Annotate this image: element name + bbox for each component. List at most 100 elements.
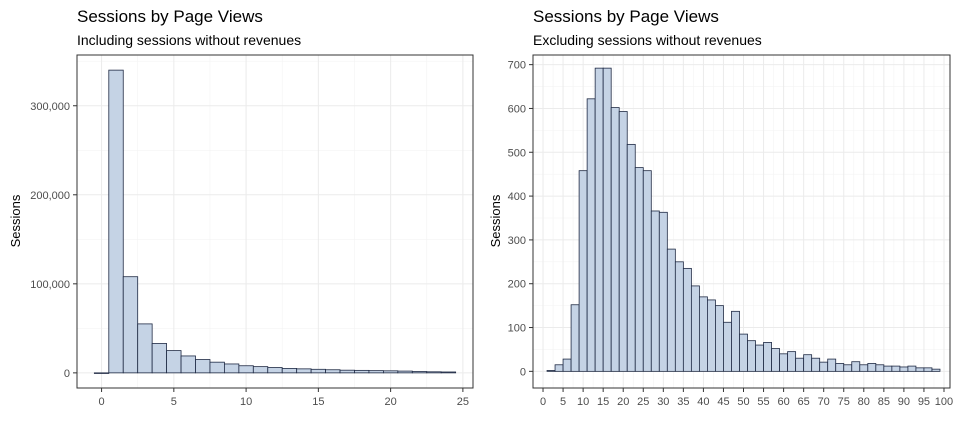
y-tick-label: 200,000 [30, 190, 70, 202]
histogram-bar [209, 361, 225, 374]
histogram-bar [771, 348, 780, 372]
histogram-bar [731, 310, 740, 372]
histogram-bar [354, 369, 370, 374]
x-tick-label: 15 [597, 396, 609, 408]
histogram-bar [238, 365, 254, 374]
histogram-bar [755, 344, 764, 372]
histogram-bar [122, 276, 139, 374]
histogram-bar [642, 170, 652, 372]
x-tick-label: 40 [697, 396, 709, 408]
histogram-bar [723, 321, 732, 372]
x-tick-label: 45 [717, 396, 729, 408]
histogram-bar [610, 107, 620, 372]
axes: 0 5 10 15 20 25 0 100,000 200,000 300,000 [30, 101, 469, 408]
histogram-bar [803, 354, 813, 372]
x-tick-label: 0 [99, 396, 105, 408]
histogram-bar [108, 69, 124, 374]
histogram-bar [843, 364, 853, 372]
histogram-bar [267, 367, 283, 374]
histogram-bar [382, 370, 399, 374]
histogram-bar [859, 364, 869, 372]
histogram-bar [923, 367, 933, 372]
histogram-bar [166, 350, 182, 374]
histogram-bar [411, 371, 428, 374]
x-tick-label: 10 [577, 396, 589, 408]
histogram-bar [281, 368, 298, 374]
chart-title: Sessions by Page Views [533, 7, 719, 26]
y-tick-label: 100,000 [30, 279, 70, 291]
x-tick-label: 55 [757, 396, 769, 408]
x-tick-label: 70 [818, 396, 830, 408]
x-tick-label: 25 [457, 396, 469, 408]
x-tick-label: 25 [637, 396, 649, 408]
histogram-bar [883, 365, 893, 372]
chart-excluding-sessions: Sessions by Page Views Excluding session… [488, 7, 953, 408]
histogram-bar [666, 248, 676, 372]
x-tick-label: 85 [878, 396, 890, 408]
y-tick-label: 300,000 [30, 101, 70, 113]
histogram-bar [195, 359, 211, 374]
histogram-bar [795, 357, 805, 372]
chart-subtitle: Including sessions without revenues [77, 32, 301, 48]
histogram-bar [602, 67, 612, 372]
histogram-bar [811, 357, 821, 372]
y-tick-label: 500 [508, 147, 526, 159]
x-tick-label: 65 [798, 396, 810, 408]
y-tick-label: 400 [508, 191, 526, 203]
histogram-bar [554, 364, 564, 372]
histogram-bar [426, 371, 442, 374]
y-axis-label: Sessions [8, 194, 23, 247]
x-tick-label: 10 [240, 396, 252, 408]
y-tick-label: 700 [508, 60, 526, 72]
x-tick-label: 20 [384, 396, 396, 408]
histogram-bar [715, 305, 724, 372]
histogram-bar [626, 143, 636, 372]
x-tick-label: 50 [737, 396, 749, 408]
histogram-bar [779, 353, 789, 372]
x-tick-label: 90 [898, 396, 910, 408]
histogram-bar [397, 370, 413, 374]
histogram-bar [325, 369, 341, 374]
histogram-bar [835, 363, 845, 372]
y-tick-label: 200 [508, 279, 526, 291]
histogram-bar [690, 285, 700, 372]
histogram-bar [578, 170, 588, 372]
histogram-bar [594, 67, 604, 372]
y-tick-label: 100 [508, 323, 526, 335]
x-tick-label: 80 [858, 396, 870, 408]
histogram-bar [674, 261, 684, 372]
chart-title: Sessions by Page Views [77, 7, 263, 26]
x-tick-label: 15 [312, 396, 324, 408]
y-tick-label: 600 [508, 103, 526, 115]
histogram-bar [763, 342, 772, 372]
x-tick-label: 100 [935, 396, 953, 408]
x-tick-label: 75 [838, 396, 850, 408]
y-tick-label: 0 [520, 366, 526, 378]
histogram-bar [224, 363, 240, 374]
histogram-bar [851, 361, 861, 372]
x-tick-label: 5 [560, 396, 566, 408]
histogram-bar [650, 210, 660, 372]
histogram-bar [634, 167, 644, 372]
plot-panel-border [532, 54, 951, 389]
chart-subtitle: Excluding sessions without revenues [533, 32, 762, 48]
x-tick-label: 0 [540, 396, 546, 408]
chart-including-sessions: Sessions by Page Views Including session… [8, 7, 474, 408]
histogram-bar [915, 367, 925, 372]
histogram-bar [586, 98, 596, 372]
histogram-bar [739, 333, 748, 372]
x-tick-label: 35 [677, 396, 689, 408]
histogram-bar [339, 369, 355, 374]
histogram-bar [618, 111, 628, 372]
histogram-bar [931, 368, 941, 372]
histogram-bar [310, 368, 326, 374]
x-tick-label: 20 [617, 396, 629, 408]
y-tick-label: 0 [64, 368, 70, 380]
histogram-bar [151, 343, 168, 374]
bars [93, 69, 457, 374]
histogram-bar [827, 358, 837, 372]
histogram-bar [698, 296, 708, 372]
histogram-bar [440, 371, 457, 374]
x-tick-label: 60 [777, 396, 789, 408]
